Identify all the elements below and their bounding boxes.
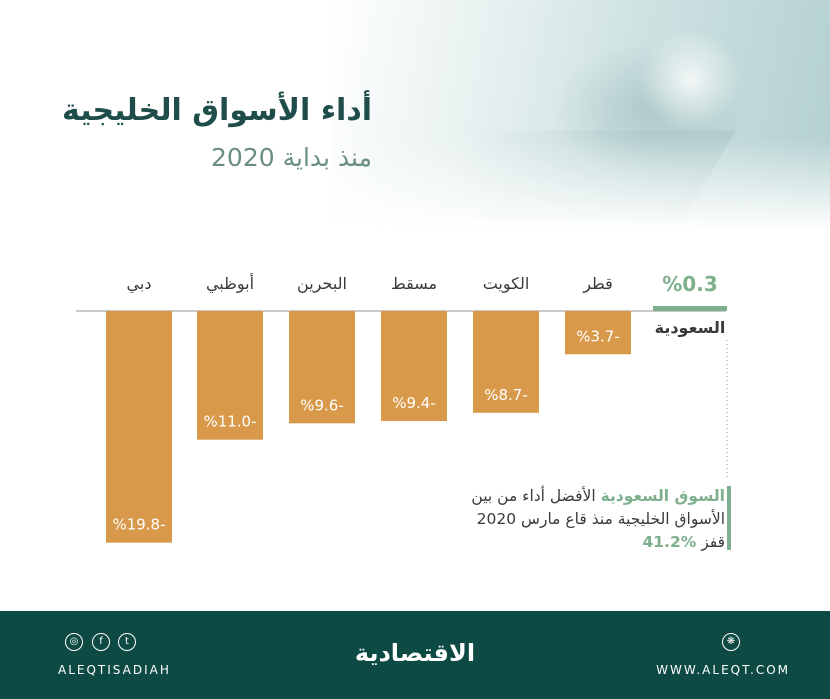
data-label: %9.6-	[300, 396, 344, 414]
note-line-1: السوق السعودية الأفضل أداء من بين	[435, 485, 725, 508]
category-label: دبي	[127, 274, 152, 294]
bar	[565, 311, 631, 355]
data-label: %9.4-	[392, 394, 436, 412]
bar	[197, 311, 263, 440]
bar-chart: السعودية %0.3 قطر %3.7- الكويت %8.7- مسقط %9.4-…	[76, 272, 728, 543]
category-label: السعودية	[655, 318, 726, 337]
note-line-2: الأسواق الخليجية منذ قاع مارس 2020	[476, 510, 725, 528]
category-label: أبوظبي	[206, 273, 254, 294]
social-handle[interactable]: ALEQTISADIAH	[58, 663, 171, 677]
brand-logo: الاقتصادية	[354, 639, 476, 667]
website-link[interactable]: WWW.ALEQT.COM	[656, 663, 790, 677]
data-label: %8.7-	[484, 386, 528, 404]
note-highlight: السوق السعودية	[600, 487, 725, 505]
bar	[106, 311, 172, 543]
facebook-icon[interactable]: f	[92, 633, 110, 651]
bar	[653, 306, 727, 311]
category-label: مسقط	[391, 274, 437, 293]
header-photo	[330, 0, 830, 230]
instagram-icon[interactable]: ◎	[65, 633, 83, 651]
data-label: %3.7-	[576, 327, 620, 345]
data-label: %19.8-	[112, 516, 165, 534]
note-line-1-rest: الأفضل أداء من بين	[471, 487, 601, 505]
note-accent-bar	[727, 486, 731, 550]
data-label: %0.3	[662, 272, 717, 296]
bar	[381, 311, 447, 421]
twitter-icon[interactable]: t	[118, 633, 136, 651]
chart-subtitle: منذ بداية 2020	[211, 143, 372, 172]
web-icon[interactable]: ❋	[722, 633, 740, 651]
data-label: %11.0-	[203, 413, 256, 431]
bar	[289, 311, 355, 424]
annotation-note: السوق السعودية الأفضل أداء من بين الأسوا…	[435, 485, 725, 554]
note-line-3-prefix: قفز	[696, 533, 725, 551]
footer-bar: ◎ f t ALEQTISADIAH الاقتصادية ❋ WWW.ALEQ…	[0, 611, 830, 699]
category-label: الكويت	[483, 274, 530, 294]
category-label: قطر	[582, 274, 613, 294]
bar	[473, 311, 539, 413]
note-percent: %41.2	[642, 533, 697, 551]
note-line-3: قفز %41.2	[435, 531, 725, 554]
category-label: البحرين	[297, 274, 347, 294]
chart-title: أداء الأسواق الخليجية	[62, 93, 372, 128]
